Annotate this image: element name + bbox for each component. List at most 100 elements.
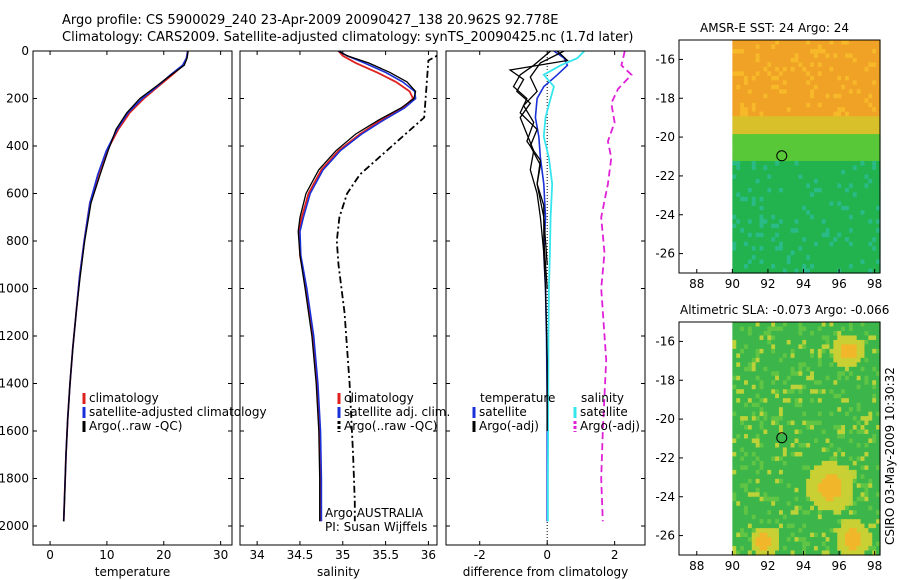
map-cell — [736, 201, 741, 207]
map-cell — [775, 546, 780, 552]
map-cell — [813, 429, 819, 435]
map-cell — [856, 44, 862, 50]
map-cell — [778, 514, 784, 520]
map-cell — [786, 519, 792, 525]
map-cell — [821, 268, 827, 274]
map-cell — [782, 178, 788, 184]
map-cell — [790, 335, 796, 341]
map-cell — [736, 241, 741, 247]
map-cell — [852, 268, 858, 274]
map-cell — [751, 380, 757, 386]
map-cell — [775, 456, 780, 462]
map-cell — [759, 528, 765, 534]
map-cell — [775, 210, 780, 216]
map-cell — [813, 537, 819, 543]
map-cell — [794, 169, 800, 176]
map-cell — [790, 460, 796, 466]
map-cell — [736, 174, 741, 180]
map-cell — [759, 330, 765, 337]
map-cell — [872, 451, 877, 458]
map-cell — [845, 550, 850, 556]
map-cell — [802, 174, 807, 180]
map-cell — [872, 210, 877, 216]
map-cell — [751, 469, 757, 475]
map-cell — [852, 528, 858, 534]
map-cell — [872, 420, 877, 426]
map-cell — [806, 111, 811, 117]
map-cell — [860, 501, 866, 507]
map-cell — [821, 62, 827, 68]
map-cell — [778, 147, 784, 153]
map-cell — [876, 259, 881, 265]
map-cell — [782, 138, 788, 144]
map-cell — [755, 478, 761, 484]
series-line-1 — [298, 51, 415, 522]
map-cell — [732, 174, 737, 180]
map-cell — [771, 210, 776, 216]
map-cell — [860, 438, 866, 444]
map-cell — [864, 107, 869, 113]
map-cell — [751, 393, 757, 399]
map-cell — [868, 98, 873, 104]
map-cell — [790, 474, 796, 480]
map-cell — [794, 196, 800, 202]
map-cell — [852, 398, 858, 404]
map-cell — [856, 380, 862, 386]
map-cell — [775, 169, 780, 176]
map-cell — [798, 120, 803, 126]
map-cell — [798, 496, 803, 502]
map-cell — [841, 429, 846, 435]
map-cell — [759, 246, 765, 252]
map-cell — [751, 496, 757, 502]
map-cell — [747, 116, 753, 122]
map-cell — [837, 102, 842, 108]
map-cell — [744, 264, 749, 270]
map-cell — [732, 402, 737, 408]
map-cell — [732, 241, 737, 247]
map-cell — [821, 371, 827, 377]
map-cell — [786, 420, 792, 426]
map-cell — [755, 339, 761, 345]
map-cell — [798, 380, 803, 386]
map-cell — [790, 357, 796, 363]
map-cell — [829, 514, 834, 520]
map-cell — [864, 514, 869, 520]
map-cell — [782, 107, 788, 113]
map-cell — [794, 425, 800, 431]
map-cell — [775, 196, 780, 202]
map-cell — [868, 192, 873, 198]
map-cell — [782, 165, 788, 171]
map-cell — [763, 237, 768, 243]
map-cell — [790, 393, 796, 399]
map-cell — [786, 134, 792, 140]
map-cell — [813, 398, 819, 404]
map-cell — [794, 442, 800, 449]
map-cell — [763, 339, 768, 345]
map-cell — [747, 357, 753, 363]
map-cell — [837, 219, 842, 225]
map-cell — [806, 147, 811, 153]
map-cell — [868, 228, 873, 234]
map-cell — [872, 93, 877, 99]
map-cell — [732, 264, 737, 270]
map-cell — [848, 546, 854, 552]
map-cell — [864, 187, 869, 193]
map-cell — [841, 519, 846, 525]
map-cell — [852, 214, 858, 220]
map-cell — [829, 228, 834, 234]
map-cell — [740, 442, 745, 449]
map-cell — [821, 237, 827, 243]
map-cell — [848, 389, 854, 395]
x-tick-label: 88 — [689, 559, 704, 573]
map-cell — [845, 102, 850, 108]
map-cell — [798, 223, 803, 229]
map-cell — [771, 246, 776, 252]
map-cell — [786, 223, 792, 229]
map-cell — [806, 434, 811, 440]
map-cell — [755, 330, 761, 337]
map-cell — [747, 447, 753, 453]
map-cell — [767, 546, 772, 552]
map-cell — [794, 357, 800, 363]
map-cell — [825, 492, 831, 498]
map-cell — [740, 223, 745, 229]
